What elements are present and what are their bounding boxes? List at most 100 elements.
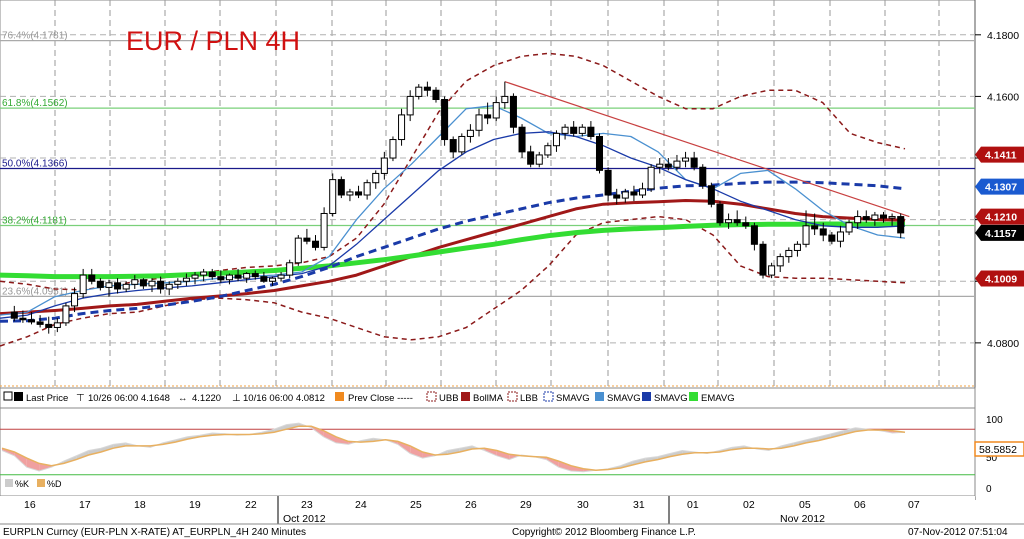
candle-body <box>346 191 354 196</box>
osc-fill <box>100 444 114 452</box>
fib-label: 76.4%(4.1781) <box>2 31 68 42</box>
x-tick-label: 22 <box>245 499 257 511</box>
fib-label: 23.6%(4.0951) <box>2 286 68 297</box>
candle-body <box>303 237 311 242</box>
series-line-smavg <box>0 131 906 319</box>
candle-body <box>268 277 276 282</box>
x-tick-label: 07 <box>908 499 920 511</box>
osc-fill <box>459 445 473 452</box>
legend-last-price: Last Price <box>26 393 68 404</box>
legend-smavg-3: SMAVG <box>654 393 688 404</box>
osc-fill <box>63 455 77 464</box>
candle-body <box>363 182 371 196</box>
fib-label: 61.8%(4.1562) <box>2 98 68 109</box>
candle-body <box>690 157 698 168</box>
candle-body <box>311 240 320 248</box>
osc-fill <box>447 448 460 455</box>
price-tag-label: 4.1411 <box>985 150 1017 162</box>
legend-emavg: EMAVG <box>701 393 735 404</box>
price-tag-label: 4.1157 <box>985 228 1017 240</box>
candle-body <box>96 280 104 288</box>
month-label-nov: Nov 2012 <box>780 513 825 525</box>
x-axis: 16 17 18 19 22 23 24 25 26 29 30 31 01 02 05 06 07 <box>0 496 975 524</box>
candle-body <box>621 191 629 199</box>
candle-body <box>114 282 122 290</box>
candle-body <box>157 280 165 290</box>
candle-body <box>742 222 750 227</box>
legend-d: %D <box>47 479 62 489</box>
candle-body <box>561 126 569 134</box>
candle-body <box>501 95 509 104</box>
y-tick-label: 4.0800 <box>987 338 1019 350</box>
d-swatch <box>37 479 45 487</box>
x-tick-label: 23 <box>301 499 313 511</box>
candle-body <box>294 237 302 264</box>
candle-body <box>389 139 397 159</box>
osc-fill <box>843 427 856 435</box>
legend-prev-close: Prev Close ----- <box>348 393 413 404</box>
osc-d-line <box>1 425 906 471</box>
osc-fill <box>632 458 646 465</box>
candle-body <box>630 191 638 196</box>
legend-k: %K <box>15 479 29 489</box>
candle-body <box>286 262 294 276</box>
candle-body <box>372 172 380 184</box>
fib-label: 50.0%(4.1366) <box>2 159 68 170</box>
candle-body <box>587 126 595 137</box>
x-tick-label: 31 <box>633 499 645 511</box>
candle-body <box>595 135 604 171</box>
candle-body <box>664 163 672 168</box>
legend-high-value: 4.1220 <box>192 393 221 404</box>
price-tag <box>975 270 1024 287</box>
x-tick-label: 01 <box>687 499 699 511</box>
candle-body <box>776 256 784 267</box>
smavg-light-swatch <box>595 392 604 401</box>
x-tick-label: 24 <box>355 499 367 511</box>
osc-fill <box>620 461 633 468</box>
candle-body <box>707 185 715 205</box>
fib-label: 38.2%(4.1181) <box>2 215 67 226</box>
osc-fill <box>397 441 411 454</box>
high-marker-icon: ⊤ <box>76 393 85 404</box>
osc-fill <box>14 452 27 468</box>
x-tick-label: 30 <box>577 499 589 511</box>
candle-body <box>544 145 552 156</box>
series-line-bollma <box>0 199 906 316</box>
candle-body <box>811 225 819 230</box>
candle-body <box>802 225 810 245</box>
candle-body <box>845 222 853 233</box>
bollma-swatch <box>461 392 470 401</box>
candle-body <box>888 216 896 219</box>
candle-body <box>88 274 96 282</box>
candle-body <box>570 126 578 134</box>
candle-body <box>673 160 681 168</box>
candle-body <box>406 95 414 116</box>
candle-body <box>527 151 535 165</box>
month-label-oct: Oct 2012 <box>283 513 326 525</box>
candle-body <box>174 280 182 285</box>
candle-body <box>398 114 406 141</box>
candle-body <box>337 179 345 196</box>
candle-body <box>243 273 251 279</box>
candle-body <box>656 163 664 168</box>
candle-body <box>716 203 724 224</box>
oscillator-panel: 100 50 0 58.5852 %K %D <box>0 407 1024 497</box>
osc-fill <box>818 433 831 441</box>
candle-body <box>819 228 827 236</box>
legend-high: 10/26 06:00 4.1648 <box>88 393 170 404</box>
candle-body <box>871 214 879 221</box>
x-tick-label: 05 <box>799 499 811 511</box>
candle-body <box>828 234 836 242</box>
legend-icon-box <box>3 391 13 401</box>
ubb-swatch <box>426 391 437 402</box>
footer-security: EURPLN Curncy (EUR-PLN X-RATE) AT_EURPLN… <box>3 527 306 538</box>
oscillator-layer <box>0 422 975 476</box>
candle-body <box>578 126 586 134</box>
candle-body <box>320 212 328 248</box>
candle-body <box>699 166 707 187</box>
osc-fill <box>76 450 89 460</box>
candle-body <box>10 311 18 319</box>
legend-low: 10/16 06:00 4.0812 <box>243 393 325 404</box>
candle-body <box>432 89 440 100</box>
